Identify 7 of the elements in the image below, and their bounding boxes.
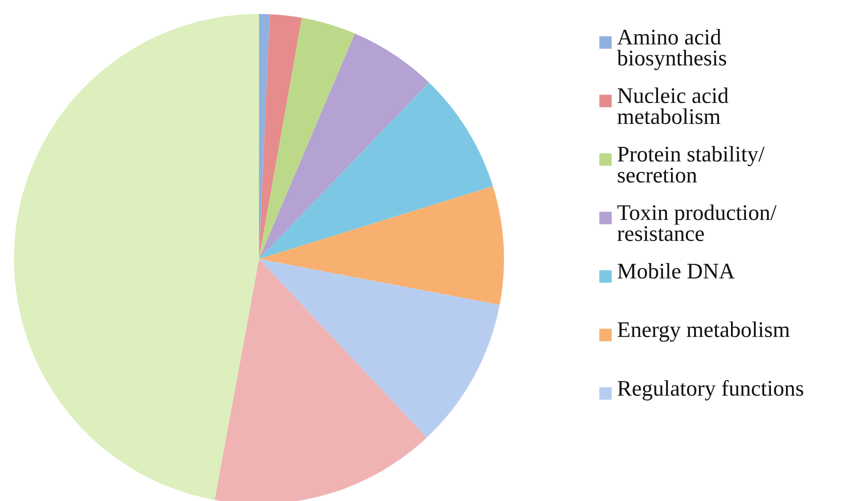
legend-label: Protein stability/ secretion [618, 146, 765, 183]
legend-label: Amino acid biosynthesis [617, 29, 726, 70]
legend-label: Mobile DNA [618, 263, 735, 279]
legend-label: Regulatory functions [618, 380, 804, 400]
legend-label: Energy metabolism [618, 322, 790, 342]
legend-label: Toxin production/ resistance [617, 204, 777, 242]
legend-label: Nucleic acid metabolism [617, 88, 728, 124]
